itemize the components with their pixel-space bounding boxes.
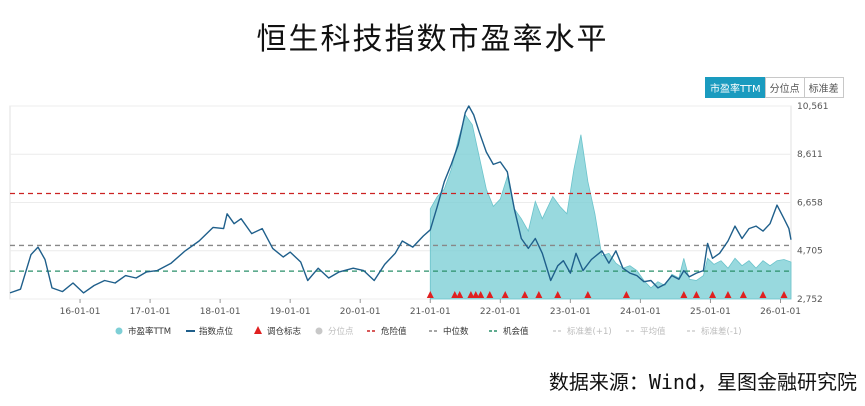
rebalance-marker — [477, 291, 485, 298]
x-tick-label: 23-01-01 — [550, 307, 591, 317]
legend-label: 机会值 — [503, 326, 529, 337]
rebalance-marker — [451, 291, 459, 298]
x-tick-label: 19-01-01 — [270, 307, 311, 317]
y-axis: 10,561 8,611 6,658 4,705 2,752 — [797, 102, 829, 305]
x-tick-label: 18-01-01 — [200, 307, 241, 317]
x-tick-label: 17-01-01 — [130, 307, 171, 317]
x-tick-label: 21-01-01 — [410, 307, 451, 317]
y-tick-label: 8,611 — [797, 150, 823, 160]
legend-label: 指数点位 — [199, 326, 234, 337]
tab-pe-ttm[interactable]: 市盈率TTM — [705, 77, 766, 98]
rebalance-marker — [472, 291, 480, 298]
pe-ttm-area — [429, 113, 792, 300]
legend-label: 标准差(-1) — [701, 326, 742, 337]
x-tick-label: 25-01-01 — [690, 307, 731, 317]
legend-item: 机会值 — [489, 326, 529, 337]
x-tick-label: 22-01-01 — [480, 307, 521, 317]
source-note: 数据来源：Wind，星图金融研究院 — [548, 370, 857, 394]
legend-label: 平均值 — [640, 326, 666, 337]
x-tick-label: 16-01-01 — [60, 307, 101, 317]
index-line — [9, 105, 792, 294]
rebalance-marker — [709, 291, 717, 298]
legend-label: 分位点 — [328, 326, 354, 337]
index-line-layer — [9, 105, 792, 294]
legend-item: 分位点 — [315, 326, 354, 337]
y-tick-label: 2,752 — [797, 295, 823, 305]
legend-symbol — [315, 327, 323, 335]
rebalance-marker — [584, 291, 592, 298]
rebalance-marker — [467, 291, 475, 298]
tab-percentile[interactable]: 分位点 — [764, 77, 805, 98]
pe-area-layer — [429, 113, 792, 300]
legend-item: 中位数 — [429, 326, 469, 337]
y-tick-label: 4,705 — [797, 247, 823, 257]
legend-label: 调仓标志 — [267, 326, 302, 337]
legend-label: 标准差(+1) — [567, 326, 612, 337]
rebalance-marker — [724, 291, 732, 298]
legend-item: 平均值 — [626, 326, 666, 337]
legend-label: 危险值 — [381, 326, 407, 337]
rebalance-marker — [535, 291, 543, 298]
legend-item: 标准差(-1) — [687, 326, 742, 337]
rebalance-marker — [521, 291, 529, 298]
pe-chart: 10,561 8,611 6,658 4,705 2,752 16-01-01 17-01… — [9, 102, 829, 337]
rebalance-markers — [426, 291, 788, 298]
y-tick-label: 6,658 — [797, 198, 823, 208]
rebalance-marker — [486, 291, 494, 298]
rebalance-marker — [780, 291, 788, 298]
legend-symbol — [254, 326, 262, 334]
legend-label: 中位数 — [443, 326, 469, 337]
rebalance-marker — [622, 291, 630, 298]
tab-std-dev[interactable]: 标准差 — [803, 77, 844, 98]
legend: 市盈率TTM 指数点位 调仓标志 分位点 危险值 中位数 机会值 标准差(+1) 平均值 标准差(… — [115, 326, 742, 337]
legend-item: 指数点位 — [186, 326, 234, 337]
y-tick-label: 10,561 — [797, 102, 829, 112]
x-tick-label: 26-01-01 — [760, 307, 801, 317]
rebalance-marker — [501, 291, 509, 298]
legend-label: 市盈率TTM — [128, 326, 171, 337]
x-axis: 16-01-01 17-01-01 18-01-01 19-01-01 20-01-01… — [60, 299, 801, 317]
legend-symbol — [115, 327, 123, 335]
rebalance-marker — [426, 291, 434, 298]
rebalance-marker — [554, 291, 562, 298]
legend-item: 市盈率TTM — [115, 326, 171, 337]
x-tick-label: 24-01-01 — [620, 307, 661, 317]
legend-item: 调仓标志 — [254, 326, 302, 337]
legend-item: 危险值 — [367, 326, 407, 337]
rebalance-marker — [739, 291, 747, 298]
rebalance-marker — [692, 291, 700, 298]
rebalance-marker — [759, 291, 767, 298]
rebalance-marker — [456, 291, 464, 298]
x-tick-label: 20-01-01 — [340, 307, 381, 317]
legend-item: 标准差(+1) — [553, 326, 612, 337]
chart-title: 恒生科技指数市盈率水平 — [256, 22, 609, 57]
metric-tabs: 市盈率TTM 分位点 标准差 — [705, 77, 844, 98]
rebalance-marker — [680, 291, 688, 298]
